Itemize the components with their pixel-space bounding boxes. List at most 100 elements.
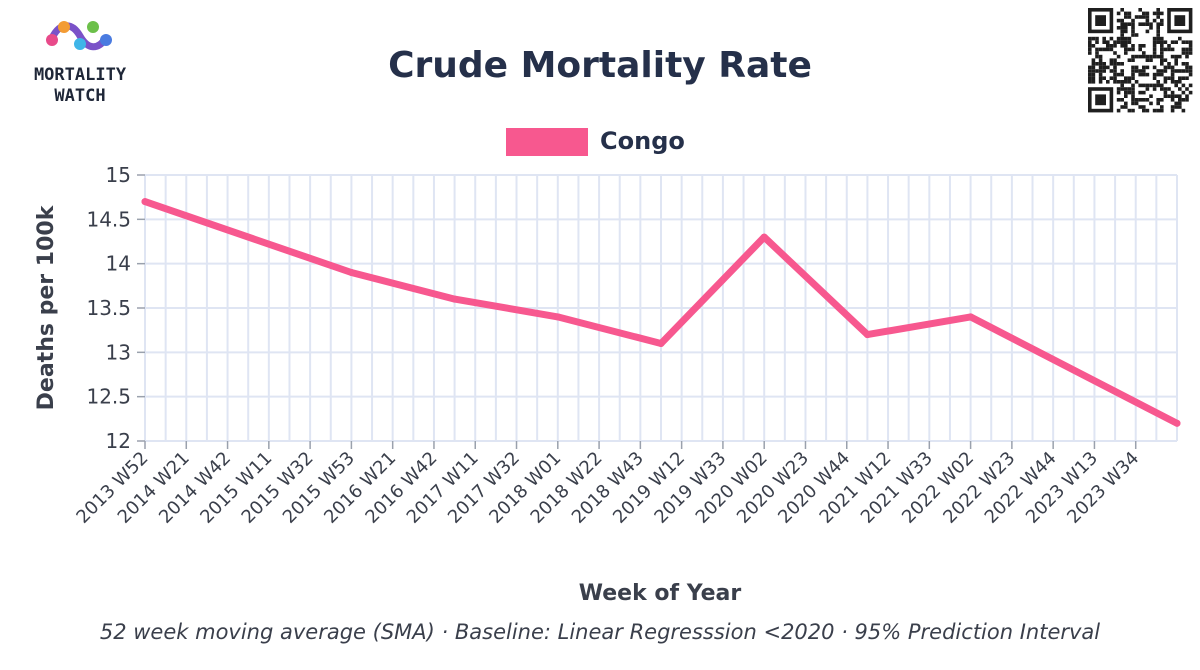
qr-module xyxy=(1142,83,1146,88)
qr-module xyxy=(1142,105,1146,109)
qr-module xyxy=(1120,44,1124,48)
qr-module xyxy=(1185,98,1189,102)
qr-module xyxy=(1188,65,1193,70)
qr-module xyxy=(1145,98,1150,102)
qr-module xyxy=(1134,15,1139,19)
qr-module xyxy=(1181,83,1186,88)
qr-module xyxy=(1145,58,1150,62)
qr-module xyxy=(1160,58,1164,62)
qr-module xyxy=(1120,8,1124,12)
qr-module xyxy=(1142,15,1146,19)
qr-module xyxy=(1149,101,1153,106)
qr-module xyxy=(1116,40,1121,44)
qr-module xyxy=(1124,90,1128,95)
qr-module xyxy=(1181,62,1186,66)
grid xyxy=(144,174,1178,442)
qr-module xyxy=(1156,69,1160,73)
qr-module xyxy=(1116,18,1121,23)
qr-module xyxy=(1106,44,1110,48)
qr-module xyxy=(1138,54,1142,59)
qr-module xyxy=(1160,62,1164,66)
qr-module xyxy=(1109,44,1114,48)
qr-module xyxy=(1088,76,1092,80)
qr-module xyxy=(1116,26,1121,30)
qr-module xyxy=(1167,76,1171,80)
qr-module xyxy=(1113,51,1117,55)
qr-module xyxy=(1170,80,1175,84)
qr-module xyxy=(1185,69,1189,73)
qr-module xyxy=(1120,22,1124,26)
qr-module xyxy=(1127,87,1132,91)
qr-finder-core xyxy=(1174,15,1186,26)
qr-module xyxy=(1174,101,1178,106)
qr-module xyxy=(1174,54,1178,59)
qr-module xyxy=(1120,105,1124,109)
qr-module xyxy=(1167,44,1171,48)
qr-module xyxy=(1178,80,1182,84)
qr-module xyxy=(1174,62,1178,66)
qr-module xyxy=(1160,87,1164,91)
data-point xyxy=(451,295,459,303)
qr-module xyxy=(1145,87,1150,91)
legend-label[interactable]: Congo xyxy=(600,127,685,155)
qr-module xyxy=(1120,40,1124,44)
qr-module xyxy=(1160,54,1164,59)
qr-module xyxy=(1160,44,1164,48)
qr-module xyxy=(1145,65,1150,70)
qr-module xyxy=(1102,76,1106,80)
logo-icon xyxy=(46,21,112,51)
qr-module xyxy=(1127,22,1132,26)
qr-module xyxy=(1134,101,1139,106)
qr-module xyxy=(1098,62,1103,66)
qr-module xyxy=(1170,94,1175,98)
qr-module xyxy=(1116,87,1121,91)
legend-swatch xyxy=(506,128,588,156)
y-tick-label: 14 xyxy=(106,252,131,276)
qr-module xyxy=(1170,108,1175,113)
data-point xyxy=(967,313,975,321)
qr-module xyxy=(1131,58,1135,62)
qr-code[interactable] xyxy=(1086,6,1195,115)
qr-module xyxy=(1113,40,1117,44)
qr-module xyxy=(1160,72,1164,77)
qr-module xyxy=(1116,98,1121,102)
qr-module xyxy=(1152,40,1157,44)
mortality-watch-logo[interactable]: MORTALITY WATCH xyxy=(34,21,127,106)
qr-module xyxy=(1088,72,1092,77)
qr-module xyxy=(1170,54,1175,59)
qr-module xyxy=(1088,69,1092,73)
qr-module xyxy=(1131,76,1135,80)
qr-module xyxy=(1098,80,1103,84)
qr-module xyxy=(1174,94,1178,98)
qr-module xyxy=(1098,72,1103,77)
qr-module xyxy=(1088,80,1092,84)
qr-module xyxy=(1113,44,1117,48)
qr-module xyxy=(1124,22,1128,26)
qr-module xyxy=(1160,18,1164,23)
qr-module xyxy=(1124,76,1128,80)
qr-module xyxy=(1142,22,1146,26)
qr-module xyxy=(1120,72,1124,77)
qr-module xyxy=(1160,105,1164,109)
qr-module xyxy=(1149,83,1153,88)
qr-module xyxy=(1167,62,1171,66)
data-point xyxy=(554,313,562,321)
qr-module xyxy=(1174,80,1178,84)
qr-module xyxy=(1116,80,1121,84)
y-tick-label: 15 xyxy=(106,163,131,187)
qr-module xyxy=(1145,11,1150,16)
series-layer xyxy=(141,198,1181,427)
qr-module xyxy=(1178,87,1182,91)
qr-module xyxy=(1156,101,1160,106)
qr-module xyxy=(1120,26,1124,30)
qr-module xyxy=(1131,90,1135,95)
qr-module xyxy=(1142,54,1146,59)
qr-module xyxy=(1149,94,1153,98)
qr-module xyxy=(1113,69,1117,73)
qr-module xyxy=(1163,47,1168,52)
qr-module xyxy=(1091,58,1096,62)
data-point xyxy=(347,269,355,277)
qr-module xyxy=(1156,80,1160,84)
qr-module xyxy=(1098,58,1103,62)
qr-module xyxy=(1131,29,1135,34)
